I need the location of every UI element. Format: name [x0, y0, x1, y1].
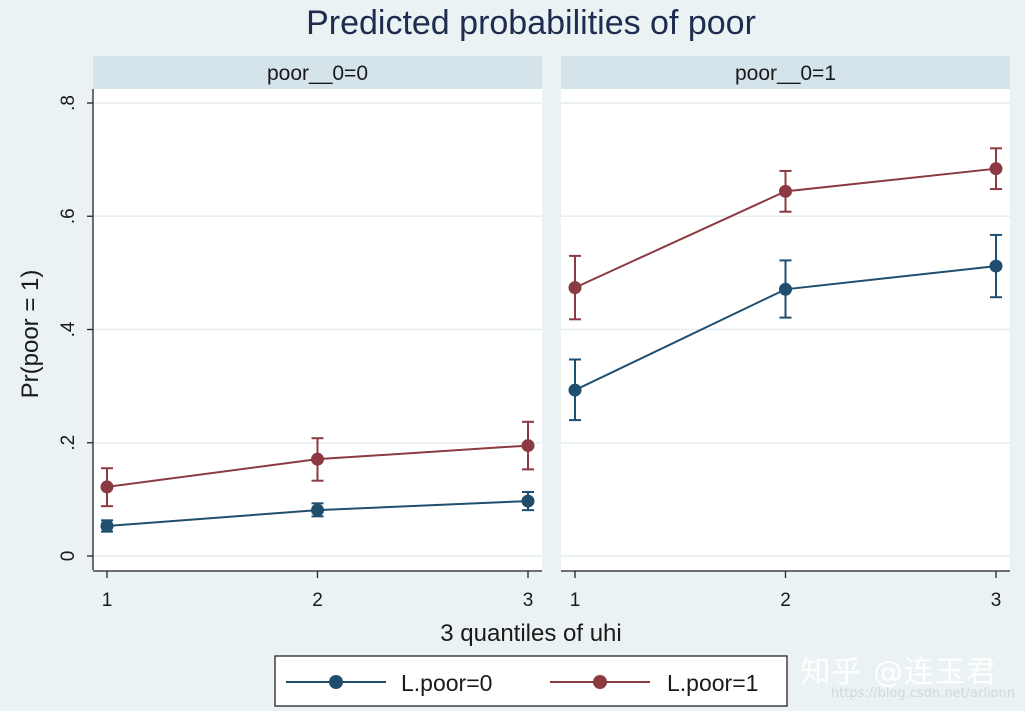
data-point — [521, 494, 535, 508]
legend-item: L.poor=0 — [286, 670, 492, 696]
y-tick-label: .6 — [58, 208, 79, 224]
data-point — [779, 282, 792, 296]
panel-1: poor__0=0 1 2 3 0 .2 .4 .6 .8 — [58, 56, 542, 611]
data-point — [568, 281, 582, 295]
y-axis-title: Pr(poor = 1) — [17, 270, 44, 399]
legend-label: L.poor=1 — [667, 670, 758, 696]
series-L.poor=1 — [100, 420, 535, 508]
legend-label: L.poor=0 — [401, 670, 492, 696]
y-tick-label: .8 — [58, 95, 79, 111]
x-axis-title: 3 quantiles of uhi — [440, 620, 621, 647]
x-tick-label: 3 — [991, 590, 1002, 611]
y-tick-label: 0 — [58, 551, 79, 562]
legend-marker — [329, 675, 343, 689]
x-tick-label: 1 — [102, 590, 113, 611]
watermark-url: https://blog.csdn.net/arlionn — [830, 686, 1015, 701]
data-point — [100, 480, 114, 494]
x-tick-label: 2 — [312, 590, 323, 611]
panel-strip-label: poor__0=0 — [267, 62, 368, 85]
y-tick-label: .2 — [58, 435, 79, 451]
legend: L.poor=0 L.poor=1 — [274, 655, 788, 707]
data-point — [989, 259, 1003, 273]
data-point — [568, 383, 582, 397]
x-tick-label: 2 — [780, 590, 791, 611]
data-point — [100, 519, 114, 533]
chart-title: Predicted probabilities of poor — [306, 4, 756, 42]
data-point — [989, 162, 1003, 176]
panel-strip — [561, 56, 1010, 89]
series-L.poor=0 — [568, 233, 1003, 422]
panel-strip-label: poor__0=1 — [735, 62, 836, 85]
x-tick-label: 1 — [570, 590, 581, 611]
series-L.poor=0 — [100, 491, 535, 533]
data-point — [779, 184, 792, 198]
data-point — [311, 503, 324, 517]
legend-marker — [593, 675, 607, 689]
watermark-text: 知乎 @连玉君 — [800, 655, 997, 690]
x-tick-label: 3 — [523, 590, 534, 611]
data-point — [521, 439, 535, 453]
y-tick-label: .4 — [58, 321, 79, 337]
panel-2: poor__0=1 1 2 3 — [561, 56, 1010, 611]
series-L.poor=1 — [568, 147, 1003, 321]
legend-item: L.poor=1 — [550, 670, 758, 696]
panel-strip — [93, 56, 542, 89]
data-point — [311, 452, 324, 466]
panels: poor__0=0 1 2 3 0 .2 .4 .6 .8 poor__0=1 1 2 3 — [58, 56, 1010, 611]
